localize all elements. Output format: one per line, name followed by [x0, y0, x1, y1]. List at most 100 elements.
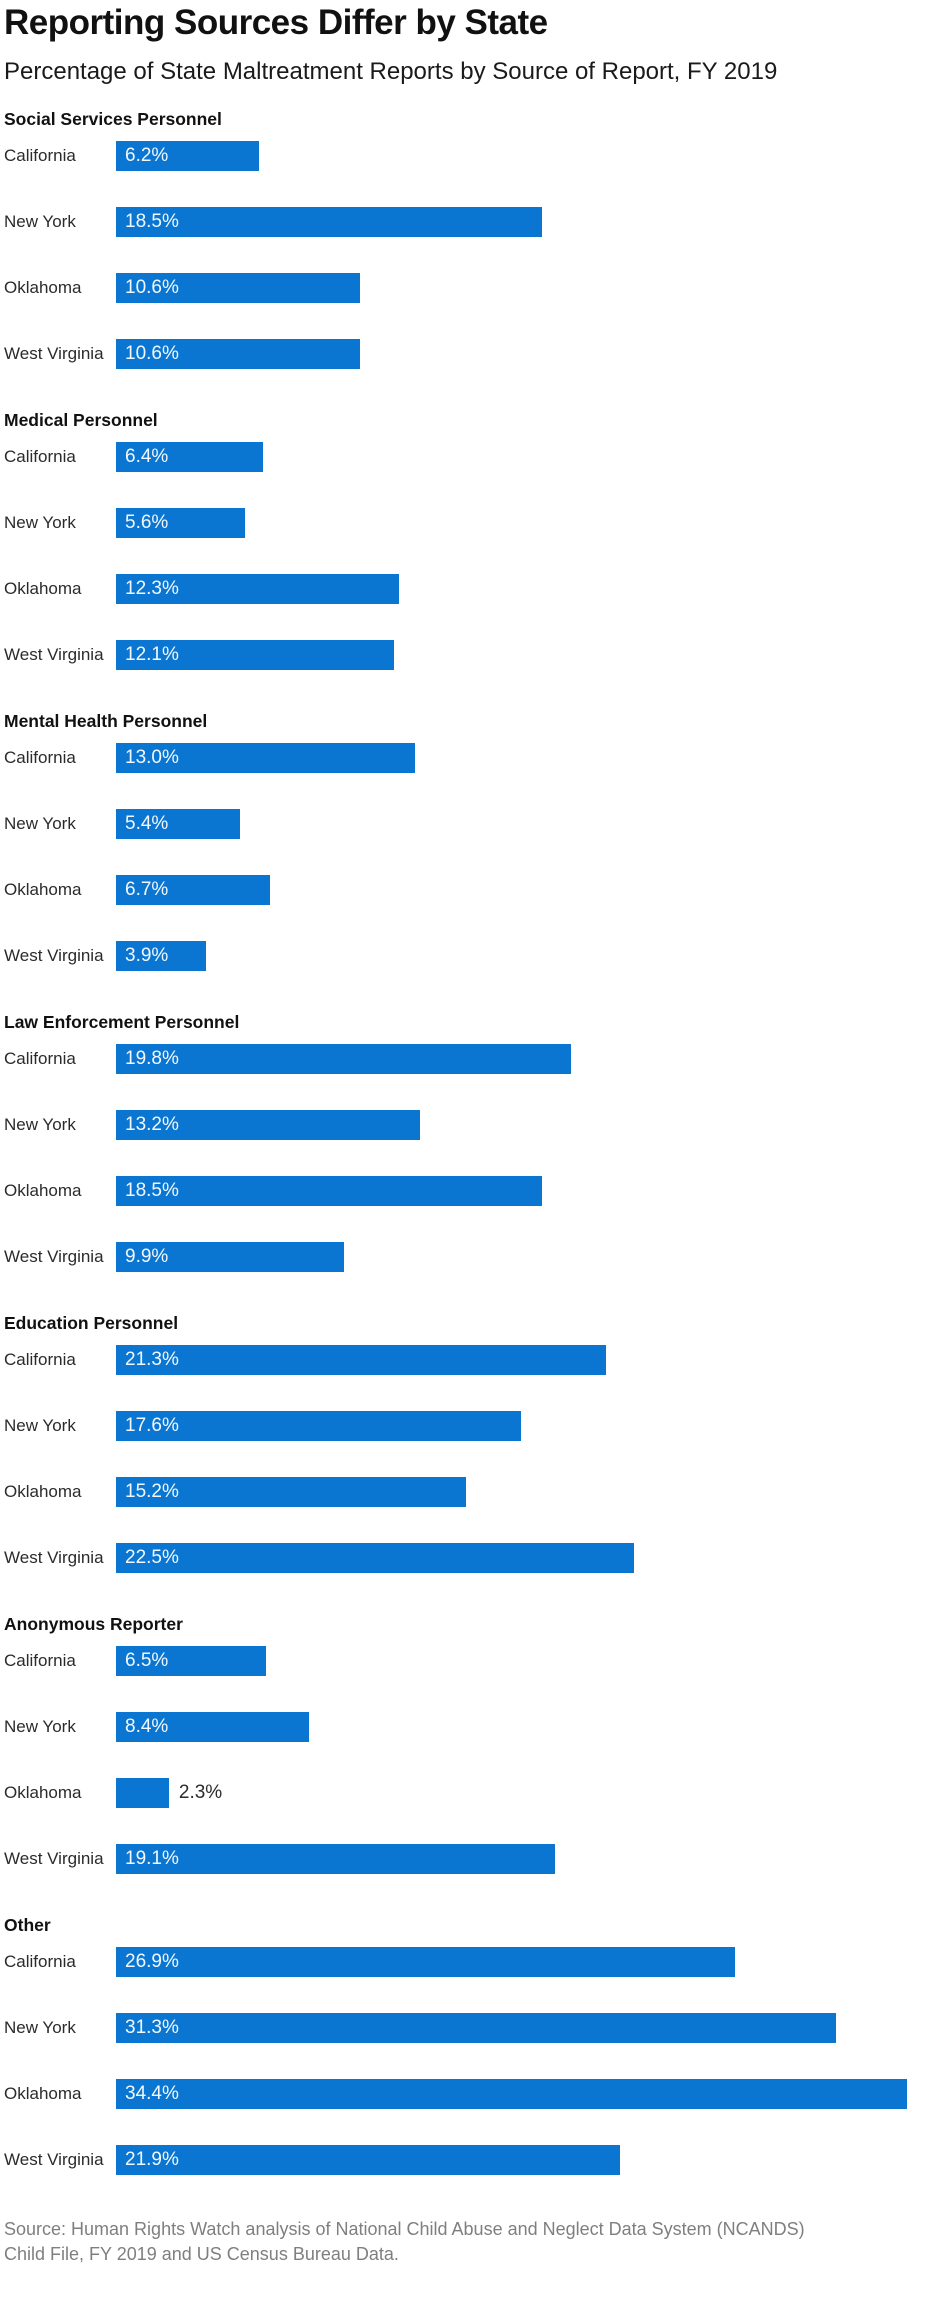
bar: 21.3%	[116, 1345, 606, 1375]
bar: 22.5%	[116, 1543, 634, 1573]
value-label: 18.5%	[125, 211, 179, 232]
state-label: West Virginia	[4, 1849, 104, 1868]
bar-row: Oklahoma 6.7%	[4, 875, 946, 905]
bar: 12.3%	[116, 574, 399, 604]
value-label: 2.3%	[178, 1782, 223, 1803]
state-label: California	[4, 1049, 76, 1068]
state-label: West Virginia	[4, 645, 104, 664]
value-label: 10.6%	[125, 277, 179, 298]
value-label: 12.3%	[125, 578, 179, 599]
bar-row: West Virginia 9.9%	[4, 1242, 946, 1272]
state-label: New York	[4, 2018, 76, 2037]
value-label: 31.3%	[125, 2017, 179, 2038]
value-label: 19.1%	[125, 1848, 179, 1869]
chart-group: Law Enforcement Personnel California 19.8%…	[4, 1012, 946, 1272]
state-label: California	[4, 447, 76, 466]
value-label: 13.2%	[125, 1114, 179, 1135]
group-title: Law Enforcement Personnel	[4, 1012, 240, 1032]
bar-row: California 19.8%	[4, 1044, 946, 1074]
bar-track: 5.4%	[116, 809, 946, 839]
bar-row: West Virginia 21.9%	[4, 2145, 946, 2175]
bar-track: 6.5%	[116, 1646, 946, 1676]
bar-row: New York 31.3%	[4, 2013, 946, 2043]
state-label: California	[4, 1651, 76, 1670]
state-label: Oklahoma	[4, 2084, 82, 2103]
bar-track: 3.9%	[116, 941, 946, 971]
bar-track: 19.1%	[116, 1844, 946, 1874]
bar: 13.0%	[116, 743, 415, 773]
group-title: Anonymous Reporter	[4, 1614, 183, 1634]
bar-row: California 21.3%	[4, 1345, 946, 1375]
bar: 13.2%	[116, 1110, 420, 1140]
chart-group: Social Services Personnel California 6.2% N…	[4, 109, 946, 369]
bar: 26.9%	[116, 1947, 735, 1977]
state-label: Oklahoma	[4, 1181, 82, 1200]
source-line-1: Source: Human Rights Watch analysis of N…	[4, 2219, 805, 2239]
bar-row: California 6.4%	[4, 442, 946, 472]
state-label: Oklahoma	[4, 1783, 82, 1802]
state-label: New York	[4, 513, 76, 532]
bar-track: 10.6%	[116, 339, 946, 369]
bar: 8.4%	[116, 1712, 310, 1742]
bar-row: Oklahoma 10.6%	[4, 273, 946, 303]
value-label: 21.3%	[125, 1349, 179, 1370]
state-label: West Virginia	[4, 1247, 104, 1266]
bar-track: 18.5%	[116, 1176, 946, 1206]
bar-track: 10.6%	[116, 273, 946, 303]
chart-group: Other California 26.9% New York 31.3% Oklahom…	[4, 1915, 946, 2175]
bar-track: 21.9%	[116, 2145, 946, 2175]
bar: 10.6%	[116, 273, 360, 303]
bar-row: Oklahoma 12.3%	[4, 574, 946, 604]
bar: 9.9%	[116, 1242, 344, 1272]
bar-row: West Virginia 10.6%	[4, 339, 946, 369]
value-label: 18.5%	[125, 1180, 179, 1201]
value-label: 6.7%	[125, 879, 169, 900]
group-title: Other	[4, 1915, 51, 1935]
bar: 3.9%	[116, 941, 206, 971]
state-label: Oklahoma	[4, 278, 82, 297]
bar: 6.2%	[116, 141, 259, 171]
value-label: 9.9%	[125, 1246, 169, 1267]
group-title: Medical Personnel	[4, 410, 158, 430]
value-label: 6.2%	[125, 145, 169, 166]
state-label: New York	[4, 1115, 76, 1134]
bar-row: West Virginia 12.1%	[4, 640, 946, 670]
bar-track: 12.3%	[116, 574, 946, 604]
bar: 18.5%	[116, 207, 542, 237]
state-label: California	[4, 748, 76, 767]
bar-row: West Virginia 3.9%	[4, 941, 946, 971]
chart-title: Reporting Sources Differ by State	[4, 3, 548, 42]
state-label: New York	[4, 212, 76, 231]
bar: 19.1%	[116, 1844, 556, 1874]
value-label: 8.4%	[125, 1716, 169, 1737]
bar-track: 19.8%	[116, 1044, 946, 1074]
bar-row: West Virginia 19.1%	[4, 1844, 946, 1874]
bar-track: 15.2%	[116, 1477, 946, 1507]
chart-group: Mental Health Personnel California 13.0% Ne…	[4, 711, 946, 971]
value-label: 5.4%	[125, 813, 169, 834]
bar-track: 13.0%	[116, 743, 946, 773]
value-label: 3.9%	[125, 945, 169, 966]
value-label: 17.6%	[125, 1415, 179, 1436]
state-label: Oklahoma	[4, 880, 82, 899]
bar: 6.5%	[116, 1646, 266, 1676]
state-label: West Virginia	[4, 946, 104, 965]
bar-track: 12.1%	[116, 640, 946, 670]
chart-subtitle: Percentage of State Maltreatment Reports…	[4, 58, 778, 85]
bar-row: California 6.2%	[4, 141, 946, 171]
bar: 5.4%	[116, 809, 241, 839]
bar: 19.8%	[116, 1044, 572, 1074]
bar-track: 8.4%	[116, 1712, 946, 1742]
group-title: Education Personnel	[4, 1313, 179, 1333]
state-label: New York	[4, 1416, 76, 1435]
bar: 17.6%	[116, 1411, 521, 1441]
group-title: Mental Health Personnel	[4, 711, 208, 731]
bar: 34.4%	[116, 2079, 908, 2109]
state-label: New York	[4, 1717, 76, 1736]
bar: 6.4%	[116, 442, 264, 472]
state-label: New York	[4, 814, 76, 833]
state-label: Oklahoma	[4, 1482, 82, 1501]
bar-track: 9.9%	[116, 1242, 946, 1272]
bar-track: 18.5%	[116, 207, 946, 237]
state-label: California	[4, 1952, 76, 1971]
